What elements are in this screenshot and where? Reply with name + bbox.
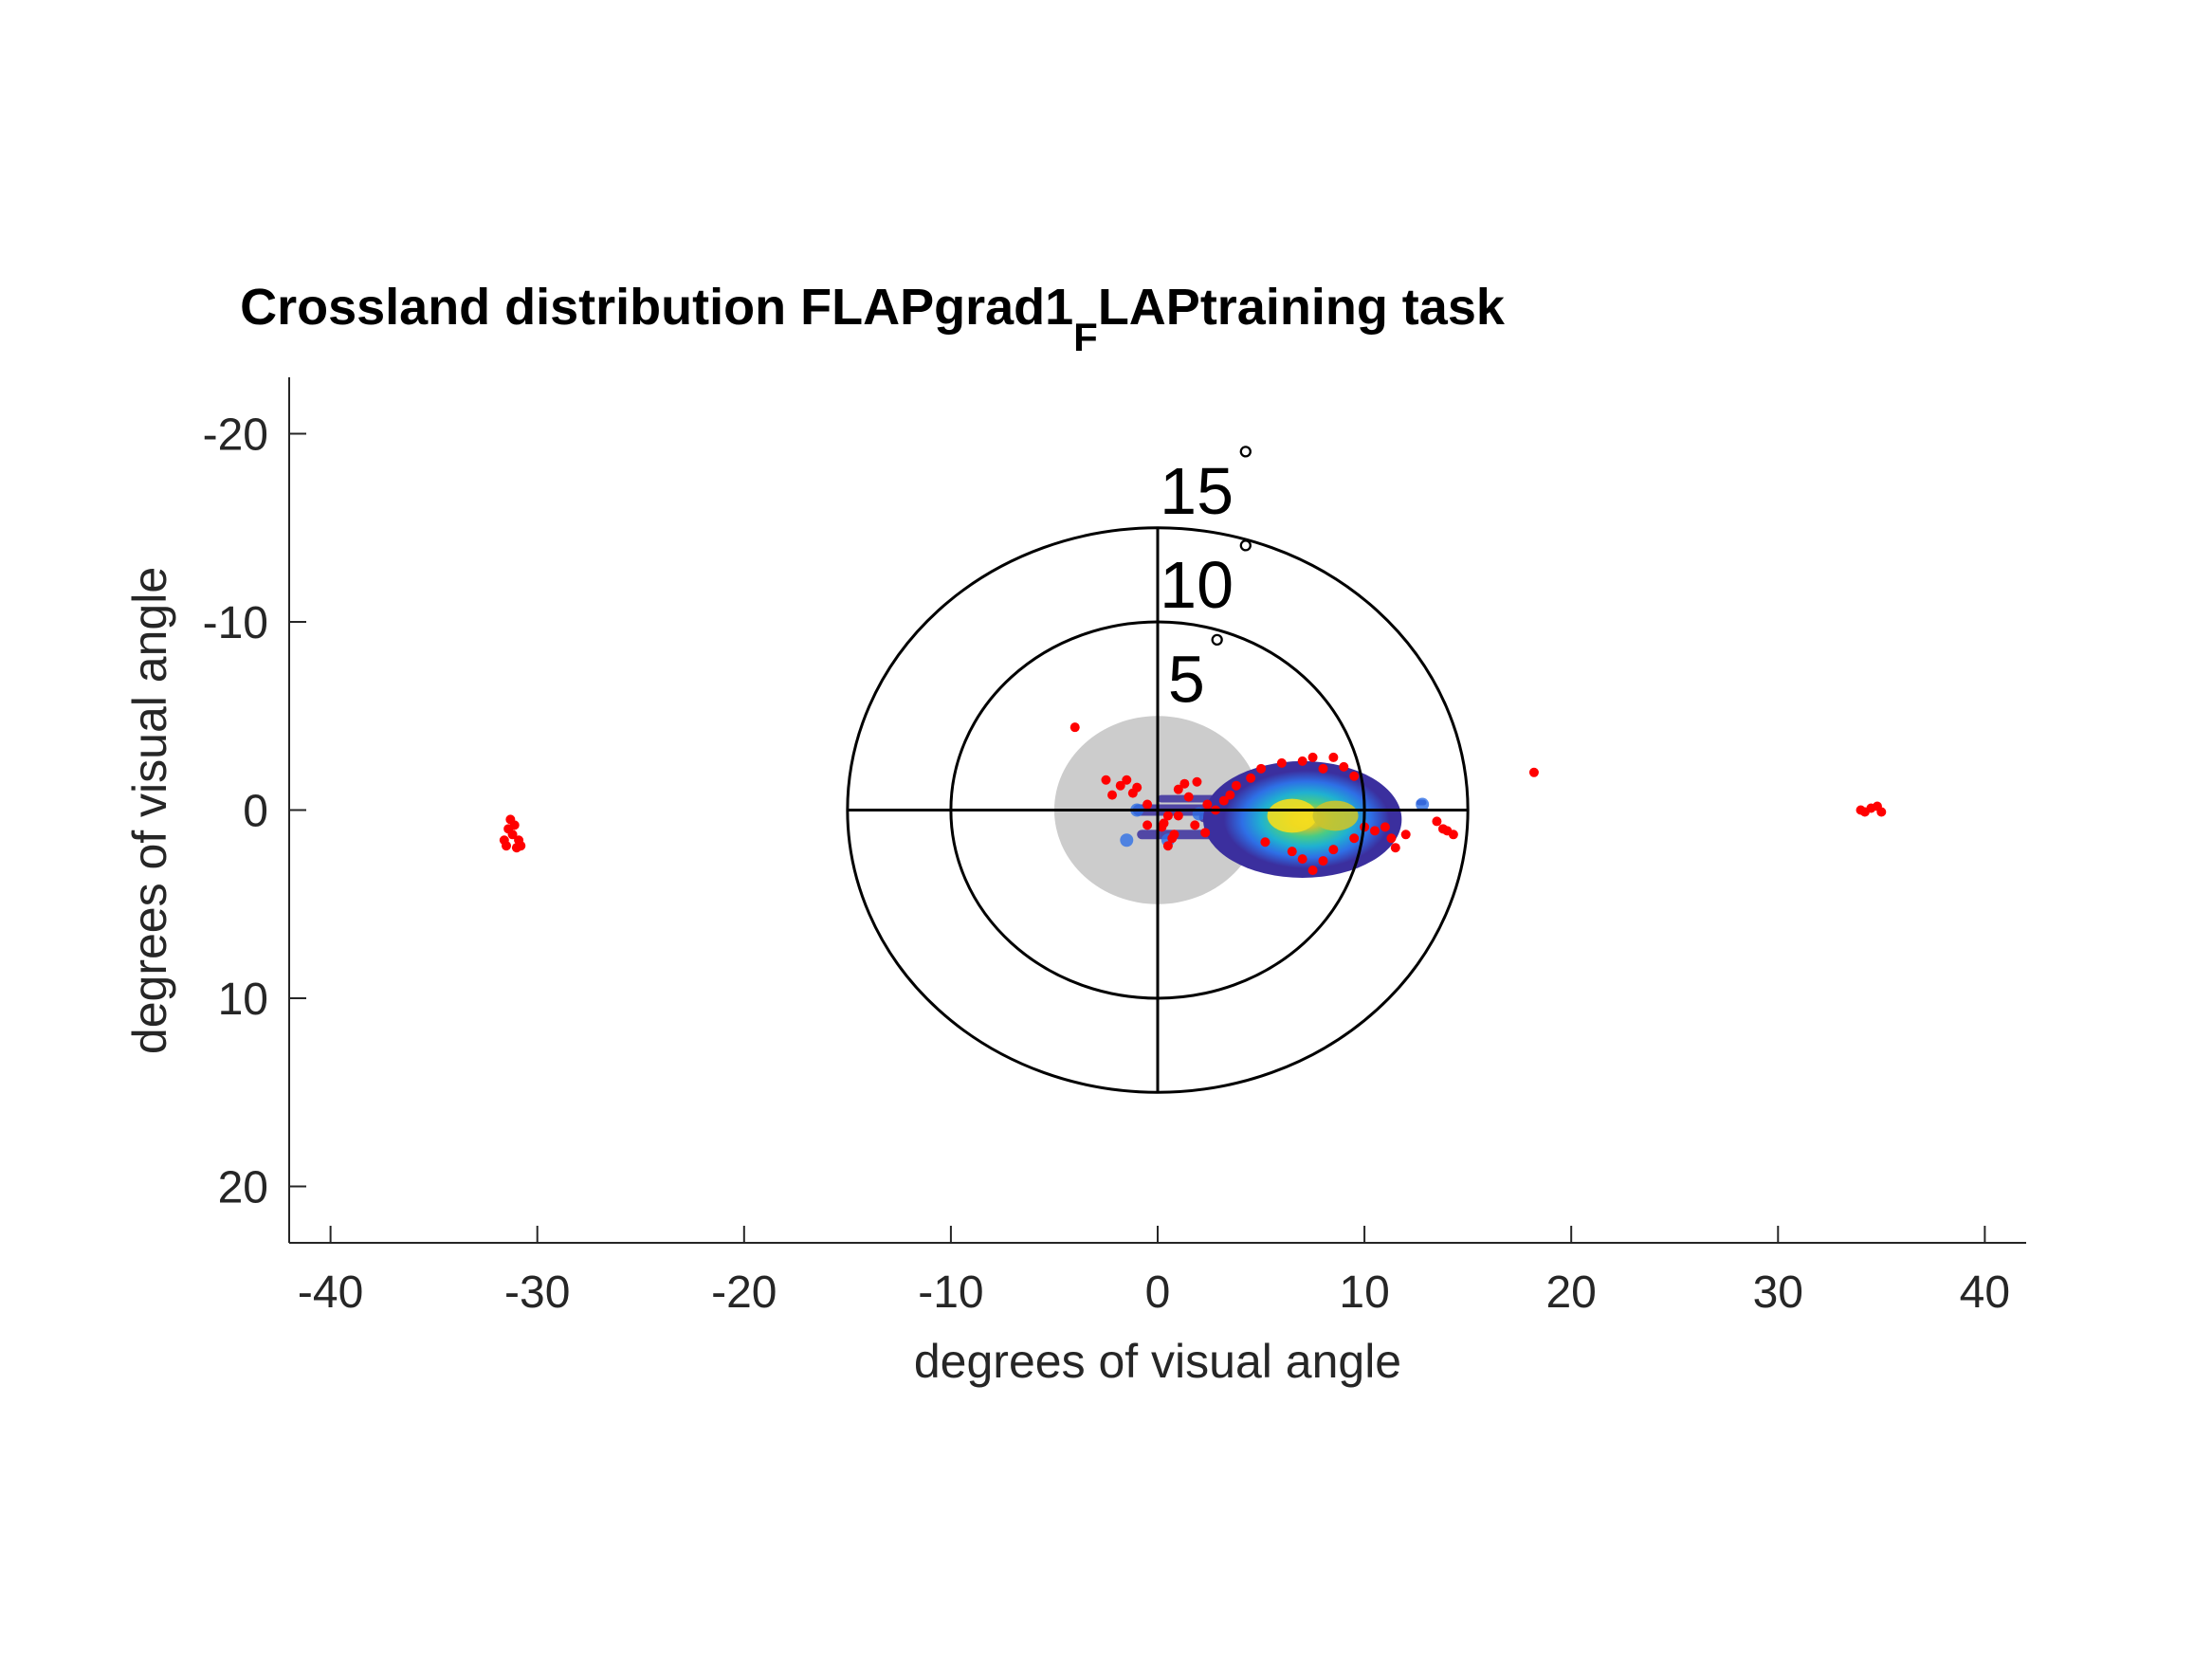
data-point — [1143, 799, 1153, 810]
y-tick-label: 0 — [243, 787, 268, 837]
data-point — [1448, 830, 1458, 840]
density-peak — [1312, 800, 1359, 831]
data-point — [1115, 780, 1125, 791]
data-point — [1437, 824, 1448, 834]
data-point — [1872, 801, 1882, 811]
x-tick-label: 30 — [1753, 1267, 1803, 1318]
data-point — [1190, 820, 1200, 830]
y-ticks: -20 -10 0 10 20 — [203, 410, 306, 1212]
data-point — [1127, 788, 1138, 798]
y-tick-label: -20 — [203, 410, 268, 461]
data-point — [1318, 763, 1328, 774]
data-point — [1328, 845, 1339, 855]
data-point — [1246, 773, 1256, 783]
data-point — [1183, 792, 1194, 802]
data-point — [1192, 776, 1202, 787]
rings-layer — [846, 526, 1470, 1094]
data-point — [1122, 775, 1132, 785]
data-point — [1260, 837, 1271, 848]
data-point — [1173, 784, 1183, 794]
data-point — [507, 830, 518, 840]
data-point — [1162, 811, 1173, 821]
y-tick-label: -10 — [203, 598, 268, 648]
data-point — [1218, 795, 1229, 806]
density-peak — [1267, 798, 1317, 833]
ring-label: 5 — [1168, 642, 1205, 716]
data-point — [1328, 752, 1339, 762]
x-tick-label: -40 — [298, 1267, 363, 1318]
data-point — [1349, 833, 1360, 844]
y-tick-label: 20 — [218, 1162, 268, 1212]
data-point — [1400, 830, 1411, 840]
ring-degree-symbol: ° — [1209, 626, 1226, 672]
chart-title: Crossland distribution FLAPgrad1FLAPtrai… — [240, 279, 1506, 359]
data-point — [1143, 820, 1153, 830]
ring-degree-symbol: ° — [1237, 532, 1254, 578]
ring-label: 10 — [1160, 548, 1234, 622]
data-point — [1159, 818, 1169, 829]
data-point — [502, 841, 511, 851]
ring-degree-symbol: ° — [1237, 438, 1254, 484]
data-point — [1101, 775, 1111, 785]
x-tick-label: 10 — [1339, 1267, 1389, 1318]
data-point — [1390, 843, 1400, 853]
chart-title-subscript: F — [1073, 315, 1098, 359]
data-point — [1069, 722, 1080, 733]
x-tick-label: 0 — [1145, 1267, 1171, 1318]
data-point — [1859, 807, 1870, 817]
data-point — [1202, 799, 1213, 810]
data-point — [1297, 756, 1307, 766]
data-point — [1380, 822, 1390, 832]
x-tick-label: 40 — [1960, 1267, 2010, 1318]
data-point — [1386, 833, 1397, 844]
x-tick-label: 20 — [1545, 1267, 1596, 1318]
data-point — [1307, 752, 1318, 762]
data-point — [1528, 767, 1539, 777]
data-point — [1297, 854, 1307, 865]
data-point — [1370, 826, 1380, 836]
data-point — [1256, 763, 1267, 774]
data-point — [1162, 841, 1173, 851]
points-layer — [499, 722, 1887, 876]
density-trace — [1416, 797, 1430, 811]
data-point — [1276, 757, 1287, 768]
data-point — [1287, 847, 1297, 857]
density-trace — [1120, 833, 1134, 848]
x-axis-label: degrees of visual angle — [914, 1335, 1401, 1388]
x-ticks: -40 -30 -20 -10 0 10 20 30 40 — [298, 1226, 2010, 1318]
x-tick-label: -20 — [711, 1267, 777, 1318]
chart-title-suffix: LAPtraining task — [1098, 279, 1506, 336]
data-point — [1307, 866, 1318, 876]
y-tick-label: 10 — [218, 975, 268, 1025]
data-point — [1318, 856, 1328, 866]
chart-title-main: Crossland distribution FLAPgrad1 — [240, 279, 1073, 336]
data-point — [1432, 816, 1442, 827]
data-point — [516, 841, 526, 851]
data-point — [1200, 828, 1211, 838]
data-point — [1179, 778, 1190, 789]
y-axis-label: degrees of visual angle — [123, 567, 176, 1054]
data-point — [1173, 811, 1183, 821]
data-point — [509, 820, 520, 830]
data-point — [1339, 761, 1349, 772]
data-point — [1225, 790, 1235, 800]
data-point — [1167, 833, 1178, 844]
data-point — [1231, 780, 1241, 791]
x-tick-label: -10 — [918, 1267, 983, 1318]
x-tick-label: -30 — [504, 1267, 570, 1318]
data-point — [1107, 790, 1118, 800]
ring-labels-layer: 5 °10 °15 ° — [1160, 438, 1253, 716]
ring-label: 15 — [1160, 454, 1234, 528]
data-point — [1349, 771, 1360, 781]
